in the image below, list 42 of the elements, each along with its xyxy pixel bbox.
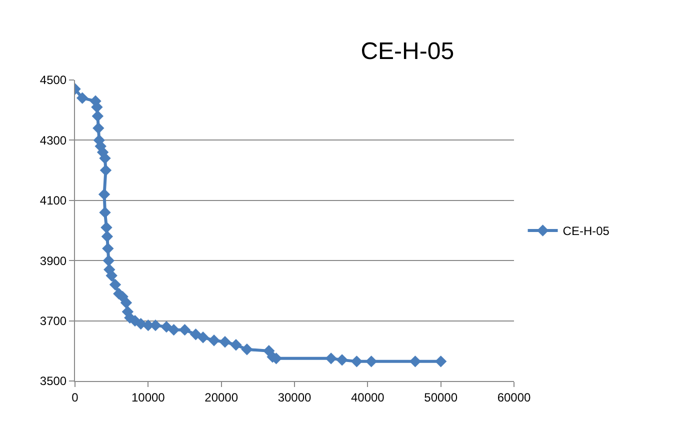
point [190, 328, 202, 340]
point [434, 356, 447, 368]
point [168, 324, 180, 336]
point [208, 334, 220, 346]
point [76, 92, 88, 104]
y-tick-label: 4500 [40, 73, 67, 88]
y-tick-label: 4300 [40, 133, 67, 148]
point [92, 110, 104, 122]
point [98, 188, 110, 200]
chart-title: CE-H-05 [360, 38, 454, 65]
point [100, 164, 112, 176]
point [409, 356, 422, 368]
x-tick-label: 50000 [424, 390, 458, 404]
point [350, 356, 363, 368]
point [101, 230, 114, 242]
point [160, 320, 172, 333]
point [325, 352, 337, 364]
point [219, 336, 231, 348]
y-tick-label: 3900 [40, 254, 67, 268]
legend-label: CE-H-05 [562, 224, 610, 238]
y-tick-label: 3700 [40, 314, 67, 328]
point [178, 324, 191, 336]
point [120, 296, 132, 309]
point [365, 356, 378, 368]
x-tick-label: 0 [72, 390, 79, 404]
x-tick-label: 10000 [131, 390, 166, 404]
point [109, 278, 122, 291]
point [92, 122, 104, 134]
y-tick-label: 3500 [40, 374, 67, 388]
point [100, 222, 112, 234]
x-tick-label: 30000 [278, 390, 312, 404]
point [197, 332, 209, 344]
point [230, 339, 242, 351]
point [102, 254, 115, 266]
x-tick-label: 40000 [350, 390, 385, 404]
point [102, 242, 114, 254]
x-tick-label: 60000 [497, 390, 532, 404]
point [241, 344, 253, 356]
y-tick-label: 4100 [40, 194, 67, 208]
point [99, 206, 111, 218]
point [336, 354, 348, 366]
x-tick-label: 20000 [204, 390, 238, 404]
